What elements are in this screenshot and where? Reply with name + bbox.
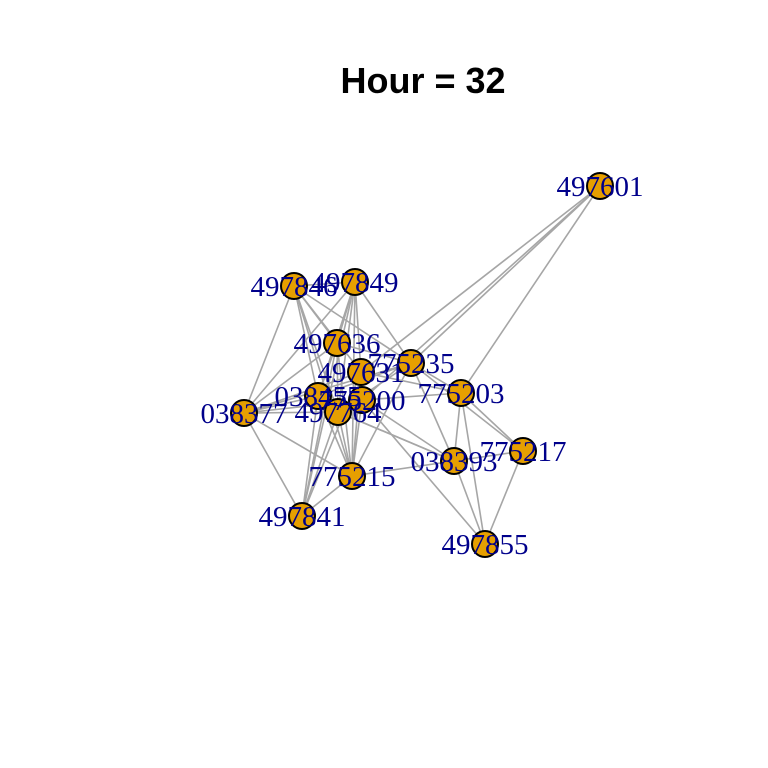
edge-038455-775215	[317, 395, 353, 477]
node-497846	[280, 272, 308, 300]
node-497636	[323, 329, 351, 357]
node-label-775235: 775235	[368, 348, 455, 380]
edge-497764-038377	[243, 411, 339, 414]
edge-497601-497631	[360, 185, 601, 373]
edge-038393-497855	[453, 460, 486, 545]
edge-497846-775235	[293, 285, 412, 364]
edge-497849-775235	[354, 281, 412, 364]
edge-038377-775215	[243, 412, 353, 477]
node-label-497764: 497764	[295, 397, 383, 429]
node-775203	[447, 379, 475, 407]
node-label-038393: 038393	[411, 446, 498, 478]
node-label-775217: 775217	[480, 436, 567, 468]
edge-775235-038393	[410, 362, 455, 462]
node-label-497636: 497636	[294, 328, 381, 360]
edge-775217-497855	[484, 450, 524, 545]
node-775200	[348, 386, 376, 414]
node-497764	[324, 398, 352, 426]
node-label-497631: 497631	[318, 357, 405, 389]
edge-497849-497631	[354, 281, 362, 373]
edge-497636-038377	[243, 342, 338, 414]
edge-497764-497841	[301, 411, 339, 517]
edge-038377-497841	[243, 412, 303, 517]
node-038393	[440, 447, 468, 475]
edge-775200-497855	[361, 399, 486, 545]
edge-497631-038377	[243, 371, 362, 414]
node-layer	[230, 172, 614, 558]
edge-775215-038393	[351, 460, 455, 477]
edge-038393-497764	[337, 411, 455, 462]
node-label-038377: 038377	[201, 398, 288, 430]
node-label-775200: 775200	[319, 385, 406, 417]
node-label-497841: 497841	[259, 501, 346, 533]
edge-497601-775203	[460, 185, 601, 394]
edge-775200-038393	[361, 399, 455, 462]
edge-497846-038377	[243, 285, 295, 414]
node-775215	[338, 462, 366, 490]
node-497841	[288, 502, 316, 530]
edge-497849-038377	[243, 281, 356, 414]
node-497601	[586, 172, 614, 200]
edge-775200-775203	[361, 392, 462, 401]
edge-497601-775235	[410, 185, 601, 364]
edge-775235-775217	[410, 362, 524, 452]
node-775217	[509, 437, 537, 465]
node-038377	[230, 399, 258, 427]
edge-038455-497841	[301, 395, 319, 517]
node-label-497849: 497849	[312, 267, 399, 299]
node-label-775203: 775203	[418, 378, 505, 410]
node-497849	[341, 268, 369, 296]
node-497855	[471, 530, 499, 558]
node-label-775215: 775215	[309, 461, 396, 493]
edge-775235-775215	[351, 362, 412, 477]
node-038455	[304, 382, 332, 410]
edge-775203-497855	[460, 392, 486, 545]
edge-497636-497841	[301, 342, 338, 517]
node-775235	[397, 349, 425, 377]
node-label-497601: 497601	[557, 171, 644, 203]
edge-497631-775203	[360, 371, 462, 394]
node-label-497855: 497855	[442, 529, 529, 561]
node-label-038455: 038455	[275, 381, 362, 413]
plot-title: Hour = 32	[340, 60, 505, 101]
edge-775203-775217	[460, 392, 524, 452]
edge-497846-497631	[293, 285, 362, 373]
node-label-497846: 497846	[251, 271, 338, 303]
node-497631	[347, 358, 375, 386]
